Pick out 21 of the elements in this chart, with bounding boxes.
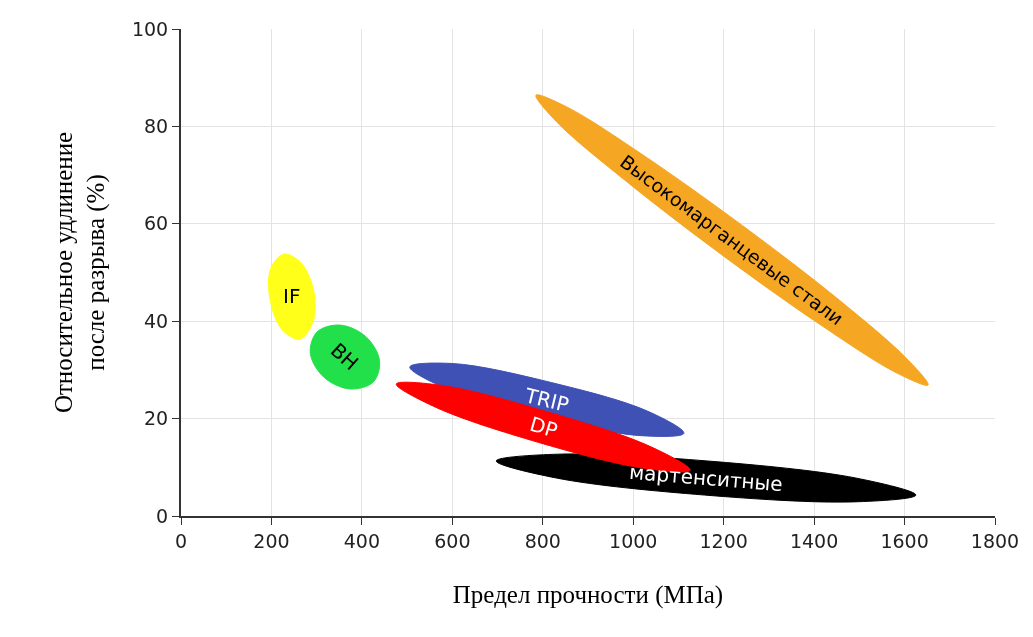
x-tick-label: 400 (343, 529, 381, 552)
x-tick-label: 1400 (789, 529, 839, 552)
x-tick-label: 1800 (970, 529, 1020, 552)
y-tick-label: 60 (144, 212, 169, 235)
x-tick-label: 800 (524, 529, 561, 552)
y-tick-label: 0 (156, 504, 169, 527)
x-tick-label: 1000 (609, 529, 658, 552)
y-axis-title: Относительное удлинение после разрыва (%) (49, 131, 111, 414)
x-axis-title: Предел прочности (МПа) (452, 581, 724, 610)
y-tick-label: 80 (144, 115, 169, 138)
x-tick-label: 1200 (699, 529, 748, 552)
y-tick-label: 20 (144, 407, 169, 430)
x-tick-label: 200 (253, 529, 290, 552)
x-tick-label: 1600 (880, 529, 929, 552)
y-tick-label: 100 (131, 17, 169, 40)
series-label: IF (283, 284, 301, 308)
y-tick-label: 40 (144, 309, 169, 332)
series-label: BH (325, 338, 364, 376)
series-label: мартенситные (628, 459, 784, 497)
x-tick-label: 600 (434, 529, 471, 552)
x-tick-label: 0 (174, 529, 188, 552)
